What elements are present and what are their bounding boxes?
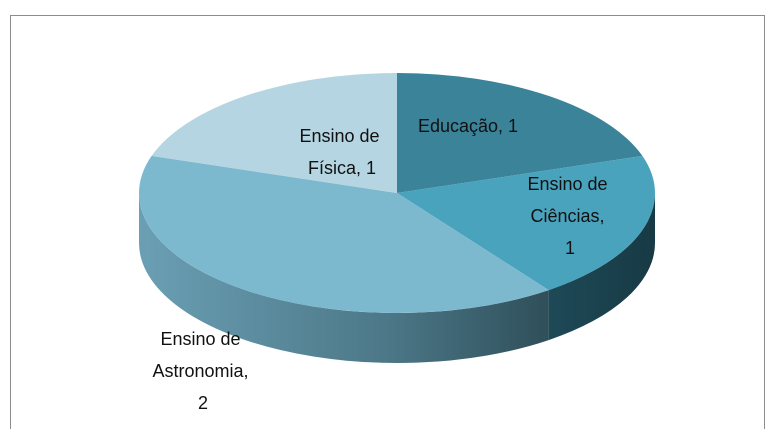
data-label: Ensino de Astronomia, 2	[152, 329, 253, 413]
slice	[397, 155, 655, 291]
slice	[139, 155, 549, 313]
data-label: Ensino de Física, 1	[299, 126, 384, 178]
slice	[151, 73, 397, 193]
slice-side	[139, 193, 549, 364]
slice-side	[548, 193, 655, 341]
data-label: Ensino de Ciências, 1	[527, 174, 612, 258]
slice	[397, 73, 643, 193]
data-label: Educação, 1	[418, 116, 518, 136]
